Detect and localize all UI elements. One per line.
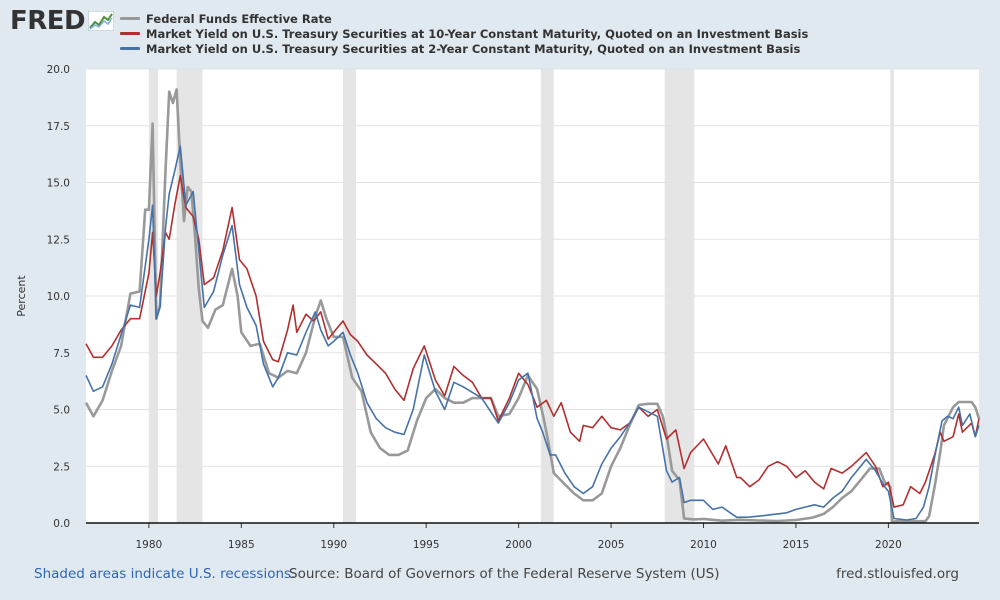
y-tick-label: 2.5 bbox=[53, 461, 70, 473]
fred-logo-text: FRED bbox=[10, 6, 86, 36]
series-line-3[interactable] bbox=[85, 145, 980, 521]
x-tick-label: 2020 bbox=[875, 539, 902, 551]
series-line-2[interactable] bbox=[85, 174, 980, 508]
x-tick-label: 1985 bbox=[228, 539, 255, 551]
y-tick-label: 20.0 bbox=[47, 64, 70, 76]
fred-logo[interactable]: FRED bbox=[10, 6, 115, 36]
chart-header: FRED Federal Funds Effective Rate Market … bbox=[0, 0, 1000, 60]
y-tick-label: 7.5 bbox=[53, 348, 70, 360]
legend-item-1[interactable]: Federal Funds Effective Rate bbox=[120, 11, 808, 26]
x-tick-label: 2000 bbox=[505, 539, 532, 551]
chart-legend: Federal Funds Effective Rate Market Yield… bbox=[120, 11, 808, 56]
y-tick-label: 12.5 bbox=[47, 234, 70, 246]
legend-swatch bbox=[120, 32, 140, 35]
legend-label: Market Yield on U.S. Treasury Securities… bbox=[146, 41, 801, 56]
legend-label: Federal Funds Effective Rate bbox=[146, 11, 332, 26]
legend-label: Market Yield on U.S. Treasury Securities… bbox=[146, 26, 809, 41]
recession-note: Shaded areas indicate U.S. recessions. bbox=[34, 566, 296, 582]
y-tick-label: 10.0 bbox=[47, 291, 70, 303]
x-tick-label: 1980 bbox=[135, 539, 162, 551]
fred-url-link[interactable]: fred.stlouisfed.org bbox=[836, 566, 959, 582]
y-tick-label: 15.0 bbox=[47, 178, 70, 190]
y-tick-label: 0.0 bbox=[53, 518, 70, 530]
legend-item-3[interactable]: Market Yield on U.S. Treasury Securities… bbox=[120, 41, 808, 56]
source-text: Source: Board of Governors of the Federa… bbox=[289, 566, 720, 582]
chart-footer: Shaded areas indicate U.S. recessions. S… bbox=[0, 560, 1000, 590]
x-tick-label: 1990 bbox=[320, 539, 347, 551]
y-tick-label: 17.5 bbox=[47, 121, 70, 133]
y-tick-label: 5.0 bbox=[53, 405, 70, 417]
x-tick-label: 2015 bbox=[783, 539, 810, 551]
x-tick-label: 2005 bbox=[598, 539, 625, 551]
x-tick-label: 2010 bbox=[690, 539, 717, 551]
legend-swatch bbox=[120, 17, 140, 20]
legend-item-2[interactable]: Market Yield on U.S. Treasury Securities… bbox=[120, 26, 808, 41]
legend-swatch bbox=[120, 47, 140, 50]
y-axis-label: Percent bbox=[15, 275, 28, 317]
fred-logo-graph-icon bbox=[88, 11, 115, 31]
x-tick-label: 1995 bbox=[413, 539, 440, 551]
